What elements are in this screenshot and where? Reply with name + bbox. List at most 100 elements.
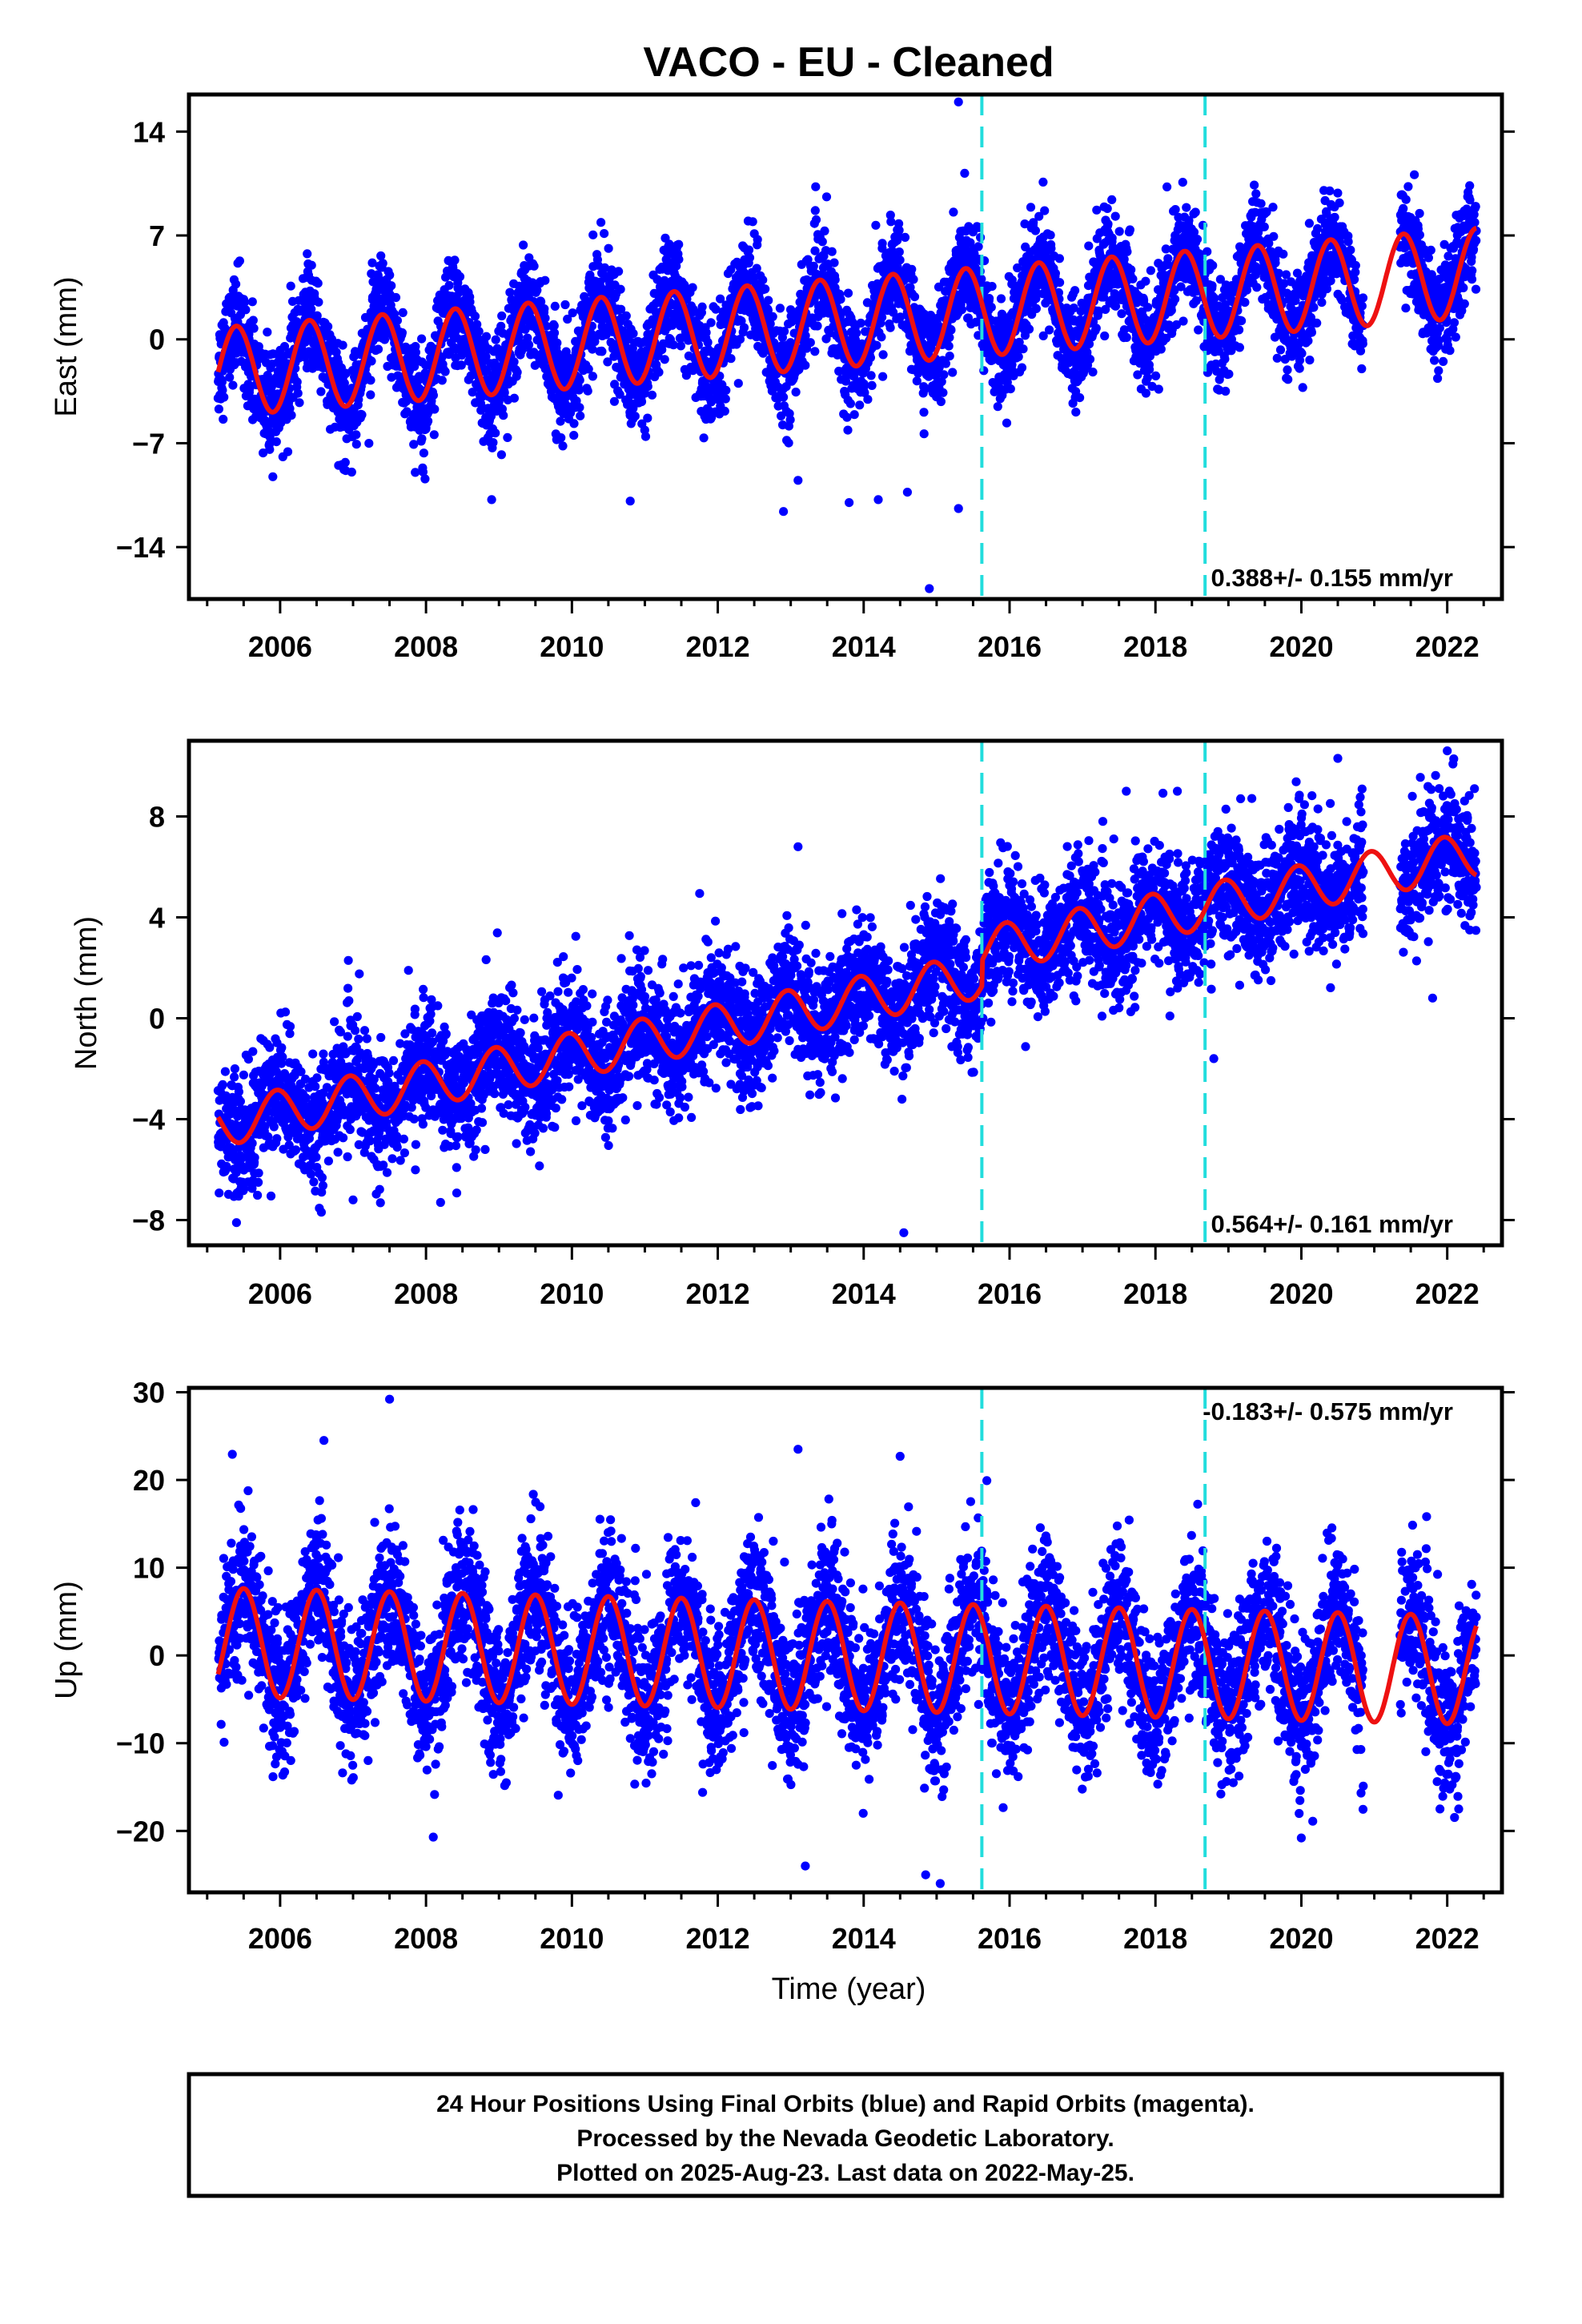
data-point xyxy=(263,371,272,380)
data-point xyxy=(214,404,223,414)
data-point xyxy=(392,316,402,325)
data-point xyxy=(357,410,367,420)
data-point xyxy=(1283,365,1292,375)
data-point xyxy=(1017,363,1027,372)
data-point xyxy=(811,215,821,224)
data-point xyxy=(1207,281,1217,291)
data-point xyxy=(560,300,570,310)
data-point xyxy=(643,413,652,423)
data-point xyxy=(1128,274,1138,283)
data-point xyxy=(630,412,640,421)
data-point xyxy=(1050,268,1060,278)
data-point xyxy=(514,332,524,341)
data-point xyxy=(1303,336,1313,346)
data-point xyxy=(219,414,228,424)
data-point xyxy=(1194,325,1203,335)
data-point xyxy=(532,285,542,296)
data-point xyxy=(775,304,785,313)
data-point xyxy=(376,251,386,261)
data-point xyxy=(1305,356,1315,365)
data-point xyxy=(768,312,777,321)
data-point xyxy=(616,284,625,294)
data-point xyxy=(312,311,322,320)
data-point xyxy=(316,387,326,396)
data-point xyxy=(1208,260,1218,271)
data-point xyxy=(1054,254,1064,263)
data-point xyxy=(640,432,651,441)
data-point xyxy=(379,335,390,344)
data-point xyxy=(944,341,954,351)
data-point xyxy=(1252,283,1262,292)
data-point xyxy=(1307,328,1316,337)
data-point xyxy=(481,352,491,361)
data-point xyxy=(481,332,492,341)
data-point xyxy=(1145,364,1154,374)
data-point xyxy=(1322,284,1331,294)
data-point xyxy=(886,217,896,227)
data-point xyxy=(1126,265,1136,275)
data-point xyxy=(1024,324,1034,334)
data-point xyxy=(878,372,888,381)
data-point xyxy=(505,287,515,297)
data-point xyxy=(1085,355,1095,364)
data-point xyxy=(733,379,743,388)
data-point xyxy=(323,322,333,332)
data-point xyxy=(1309,303,1319,312)
data-point xyxy=(1313,223,1323,234)
data-point xyxy=(440,367,450,376)
data-point xyxy=(810,206,820,215)
data-point xyxy=(366,376,375,385)
data-point xyxy=(373,344,383,354)
data-point xyxy=(945,352,954,361)
data-point xyxy=(588,372,598,381)
data-point xyxy=(739,323,749,332)
data-point xyxy=(1088,368,1098,377)
data-points xyxy=(213,97,1481,593)
data-point xyxy=(843,288,853,298)
data-point xyxy=(420,474,430,484)
data-point xyxy=(801,360,810,370)
data-point xyxy=(575,403,584,412)
data-point xyxy=(1220,354,1230,364)
data-point xyxy=(820,226,829,235)
data-point xyxy=(948,368,958,377)
data-point xyxy=(609,396,620,406)
data-point xyxy=(474,327,484,336)
data-point xyxy=(1084,241,1094,251)
data-point xyxy=(614,267,624,276)
data-point xyxy=(1250,180,1259,190)
data-point xyxy=(1045,325,1054,335)
data-point xyxy=(878,350,888,360)
data-point xyxy=(351,430,361,440)
data-point xyxy=(1026,203,1036,212)
data-point xyxy=(444,280,454,290)
data-point xyxy=(523,333,532,343)
data-point xyxy=(468,388,477,397)
data-point xyxy=(821,192,832,202)
data-point xyxy=(1283,375,1293,384)
data-point xyxy=(283,447,293,456)
data-point xyxy=(245,384,255,394)
data-point xyxy=(574,385,584,395)
data-point xyxy=(1107,233,1117,243)
data-point xyxy=(1170,295,1180,304)
data-point xyxy=(894,247,904,257)
data-point xyxy=(817,237,827,247)
data-point xyxy=(552,338,562,348)
east-panel: 2006 2008 2010 2012 2014 2016 2018 2020 2022−14−… xyxy=(50,92,1515,663)
data-point xyxy=(1055,278,1065,287)
data-point xyxy=(429,430,439,440)
data-point xyxy=(852,328,861,338)
data-point xyxy=(1269,231,1279,241)
data-point xyxy=(549,321,559,331)
data-point xyxy=(1312,318,1322,328)
data-point xyxy=(1038,177,1048,187)
data-point xyxy=(726,354,736,364)
data-point xyxy=(235,256,244,266)
data-point xyxy=(1002,418,1012,428)
data-point xyxy=(957,305,966,315)
data-point xyxy=(1070,286,1080,296)
data-point xyxy=(265,444,275,454)
data-point xyxy=(364,439,374,448)
data-point xyxy=(987,282,997,292)
